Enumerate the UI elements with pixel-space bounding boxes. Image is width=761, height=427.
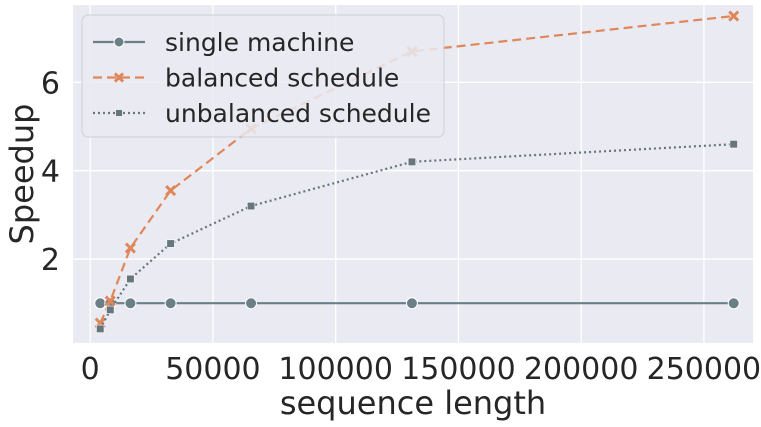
data-point [729,140,738,149]
data-point [104,295,116,307]
y-axis-label: Speedup [3,104,41,245]
legend-marker [113,36,125,48]
data-point [407,157,417,166]
legend-marker [115,109,123,117]
legend-item: balanced schedule [93,64,399,93]
x-tick-label: 200000 [524,352,639,387]
x-tick-label: 250000 [647,352,761,387]
legend-item: unbalanced schedule [93,99,431,128]
data-point [124,242,136,254]
tick-labels: 0 50000 100000 150000 200000 250000 2 4 6 [41,66,761,387]
legend-label: unbalanced schedule [165,99,431,128]
x-tick-label: 100000 [278,352,393,387]
data-point [727,297,740,310]
data-point [165,185,177,197]
data-point [124,297,137,310]
x-axis-label: sequence length [280,384,546,422]
y-tick-label: 6 [41,66,60,101]
data-point [164,297,177,310]
legend-label: single machine [165,28,354,57]
data-point [405,297,418,310]
data-point [126,274,135,284]
x-tick-label: 150000 [401,352,516,387]
y-tick-label: 2 [41,243,60,278]
series-2 [96,140,738,333]
data-point [166,239,175,248]
y-tick-label: 4 [41,155,60,190]
series-layer [94,10,740,333]
legend: single machine balanced schedule unbalance… [81,14,445,138]
x-tick-label: 0 [81,352,100,387]
legend-marker [113,72,125,83]
data-point [246,201,256,211]
legend-box [81,14,445,138]
legend-label: balanced schedule [165,64,399,93]
data-point [94,297,107,310]
data-point [106,305,115,314]
data-point [96,324,105,333]
x-tick-label: 50000 [165,352,260,387]
data-point [245,297,258,310]
data-point [728,10,740,22]
legend-item: single machine [93,28,354,57]
legend-items: single machine balanced schedule unbalance… [93,28,431,128]
